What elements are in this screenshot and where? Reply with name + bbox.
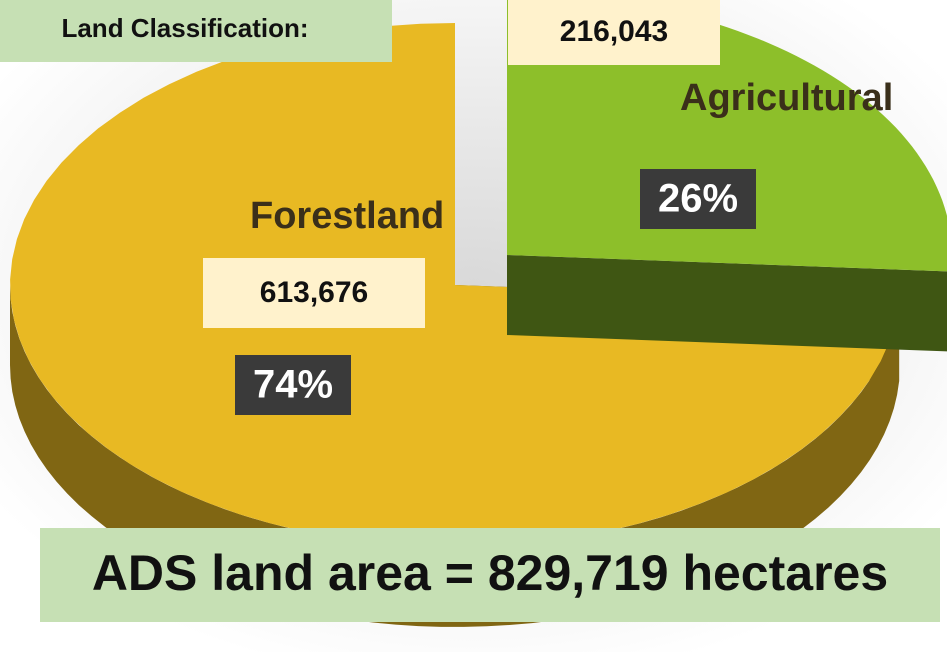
annotation: 613,676 (260, 276, 368, 309)
overlay: Land Classification: 216,043 613,676 ADS… (0, 0, 940, 622)
slice-label: Agricultural (680, 77, 893, 119)
annotation: 216,043 (560, 15, 668, 48)
slice (10, 23, 900, 547)
annotation: ADS land area = 829,719 hectares (92, 545, 888, 601)
chart-title: Land Classification: (61, 13, 308, 43)
annotation-box (508, 0, 720, 65)
slice (507, 0, 947, 272)
title-box (0, 0, 392, 62)
value-label: 26% (658, 177, 738, 221)
value-label-box (640, 169, 756, 229)
slice-side (507, 255, 947, 352)
value-label-box (235, 355, 351, 415)
annotation-box (203, 258, 425, 328)
slice-label: Forestland (250, 195, 444, 237)
annotation-box (40, 528, 940, 622)
value-label: 74% (253, 363, 333, 407)
